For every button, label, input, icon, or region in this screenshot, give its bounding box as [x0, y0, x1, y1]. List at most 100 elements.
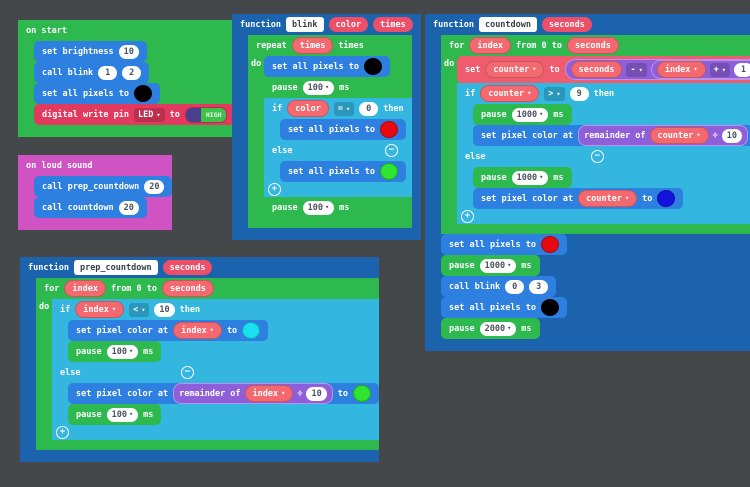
var-oval-index[interactable]: index	[173, 322, 222, 339]
block-set-all-pixels-red[interactable]: set all pixels to	[280, 119, 406, 140]
compare-value[interactable]: 0	[359, 101, 379, 116]
fn-countdown-header[interactable]: function countdown seconds	[425, 14, 600, 35]
plus-op-dropdown[interactable]: +	[709, 62, 730, 77]
countdown-arg[interactable]: 20	[118, 200, 139, 215]
brightness-value[interactable]: 10	[118, 44, 139, 59]
pin-dropdown[interactable]: LED	[134, 107, 165, 122]
block-pause[interactable]: pause 100 ms	[68, 341, 162, 362]
pause-duration-dropdown[interactable]: 2000	[479, 321, 517, 336]
block-function-countdown[interactable]: function countdown seconds for index fro…	[425, 14, 750, 351]
collapse-else-button[interactable]	[181, 366, 194, 379]
color-swatch-black[interactable]	[134, 85, 152, 102]
block-call-blink[interactable]: call blink 1 2	[34, 62, 150, 83]
color-swatch-blue[interactable]	[657, 190, 676, 207]
block-pause[interactable]: pause 1000 ms	[473, 167, 572, 188]
block-set-all-pixels-green[interactable]: set all pixels to	[280, 161, 406, 182]
pause-duration-dropdown[interactable]: 100	[302, 200, 335, 215]
var-oval-seconds[interactable]: seconds	[162, 280, 214, 297]
on-loud-header[interactable]: on loud sound	[18, 155, 140, 176]
fn-blink-header[interactable]: function blink color times	[232, 14, 421, 35]
color-swatch-black[interactable]	[541, 299, 559, 316]
comparison-op-dropdown[interactable]: =	[333, 101, 355, 116]
var-oval-counter[interactable]: counter	[485, 61, 545, 78]
color-swatch-red[interactable]	[541, 236, 559, 253]
math-expression-inner[interactable]: index + 1	[650, 60, 750, 79]
collapse-else-button[interactable]	[591, 150, 604, 163]
on-start-header[interactable]: on start	[18, 20, 208, 41]
math-expression[interactable]: seconds - index + 1	[564, 59, 750, 80]
block-set-all-pixels-black[interactable]: set all pixels to	[441, 297, 567, 318]
compare-value[interactable]: 10	[154, 302, 175, 317]
block-set-all-pixels-black[interactable]: set all pixels to	[264, 56, 390, 77]
block-set-brightness[interactable]: set brightness 10	[34, 41, 147, 62]
block-set-pixel-color-remainder[interactable]: set pixel color at remainder of counter …	[473, 125, 750, 146]
var-oval-seconds[interactable]: seconds	[570, 61, 623, 78]
color-swatch-black[interactable]	[364, 58, 382, 75]
param-badge-times[interactable]: times	[373, 17, 413, 32]
collapse-else-button[interactable]	[385, 144, 398, 157]
else-row[interactable]: else	[457, 146, 612, 167]
block-call-prep-countdown[interactable]: call prep_countdown 20	[34, 176, 173, 197]
block-function-blink[interactable]: function blink color times repeat times …	[232, 14, 421, 240]
block-if[interactable]: if index < 10 then	[52, 299, 212, 320]
var-oval-index[interactable]: index	[64, 280, 106, 297]
pause-duration-dropdown[interactable]: 100	[106, 344, 139, 359]
block-pause[interactable]: pause 100 ms	[264, 77, 358, 98]
divisor-value[interactable]: 10	[721, 128, 742, 143]
comparison-op-dropdown[interactable]: >	[544, 86, 565, 101]
else-row[interactable]: else	[52, 362, 202, 383]
block-set-pixel-color-remainder[interactable]: set pixel color at remainder of index ÷ …	[68, 383, 379, 404]
var-oval-counter[interactable]: counter	[578, 190, 638, 207]
param-badge-seconds[interactable]: seconds	[162, 260, 213, 275]
high-low-toggle[interactable]: HIGH	[184, 106, 228, 123]
var-oval-index[interactable]: index	[244, 385, 294, 402]
remainder-expression[interactable]: remainder of index ÷ 10	[173, 383, 333, 404]
remainder-expression[interactable]: remainder of counter ÷ 10	[578, 125, 748, 146]
block-pause[interactable]: pause 2000 ms	[441, 318, 540, 339]
block-pause[interactable]: pause 1000 ms	[441, 255, 540, 276]
block-call-countdown[interactable]: call countdown 20	[34, 197, 147, 218]
var-oval-index[interactable]: index	[656, 61, 706, 78]
block-on-loud-sound[interactable]: on loud sound call prep_countdown 20 cal…	[18, 155, 173, 230]
function-name-field[interactable]: blink	[285, 17, 324, 32]
param-badge-seconds[interactable]: seconds	[542, 17, 592, 32]
function-name-field[interactable]: countdown	[478, 17, 538, 32]
blink-arg1[interactable]: 1	[98, 65, 118, 80]
var-oval-counter[interactable]: counter	[649, 127, 709, 144]
else-row[interactable]: else	[264, 140, 406, 161]
color-swatch-red[interactable]	[380, 121, 398, 138]
block-set-pixel-color[interactable]: set pixel color at index to	[68, 320, 269, 341]
block-for-loop[interactable]: for index from 0 to seconds	[441, 35, 627, 56]
block-if[interactable]: if counter > 9 then	[457, 83, 642, 104]
var-oval-index[interactable]: index	[75, 301, 125, 318]
comparison-op-dropdown[interactable]: <	[129, 302, 150, 317]
block-on-start[interactable]: on start set brightness 10 call blink 1 …	[18, 20, 236, 137]
color-swatch-cyan[interactable]	[242, 322, 261, 339]
block-digital-write-pin[interactable]: digital write pin LED to HIGH	[34, 104, 236, 125]
pause-duration-dropdown[interactable]: 1000	[511, 107, 549, 122]
compare-value[interactable]: 9	[569, 86, 589, 101]
block-pause[interactable]: pause 1000 ms	[473, 104, 572, 125]
add-else-branch-button[interactable]	[56, 426, 69, 439]
blink-arg2[interactable]: 2	[122, 65, 142, 80]
block-pause[interactable]: pause 100 ms	[68, 404, 162, 425]
var-oval-times[interactable]: times	[291, 37, 334, 54]
add-else-branch-button[interactable]	[268, 183, 281, 196]
block-call-blink[interactable]: call blink 0 3	[441, 276, 557, 297]
pause-duration-dropdown[interactable]: 1000	[479, 258, 517, 273]
block-set-variable[interactable]: set counter to seconds - index +	[457, 56, 750, 83]
divisor-value[interactable]: 10	[306, 386, 327, 401]
prep-arg[interactable]: 20	[144, 179, 165, 194]
blink-arg2[interactable]: 3	[529, 279, 549, 294]
block-pause[interactable]: pause 100 ms	[264, 197, 358, 218]
add-else-branch-button[interactable]	[461, 210, 474, 223]
pause-duration-dropdown[interactable]: 100	[302, 80, 335, 95]
block-for-loop[interactable]: for index from 0 to seconds	[36, 278, 222, 299]
block-repeat[interactable]: repeat times times	[248, 35, 376, 56]
color-swatch-green[interactable]	[380, 163, 398, 180]
minus-op-dropdown[interactable]: -	[626, 62, 647, 77]
var-oval-seconds[interactable]: seconds	[567, 37, 619, 54]
block-function-prep-countdown[interactable]: function prep_countdown seconds for inde…	[20, 257, 379, 462]
function-name-field[interactable]: prep_countdown	[73, 260, 158, 275]
pause-duration-dropdown[interactable]: 1000	[511, 170, 549, 185]
